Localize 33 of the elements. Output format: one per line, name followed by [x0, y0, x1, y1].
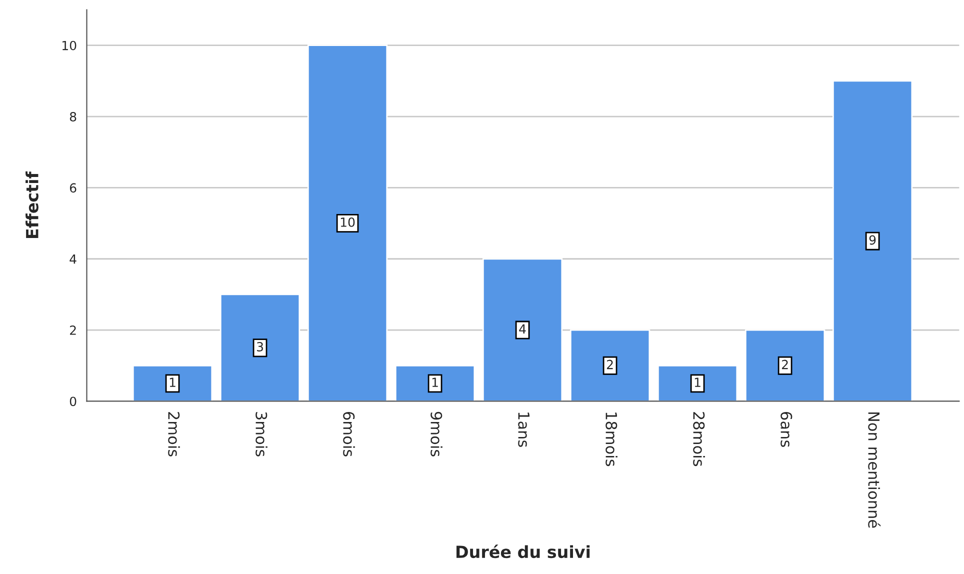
x-tick-label: 6ans [780, 412, 792, 447]
data-label: 10 [340, 217, 355, 227]
x-tick-label: Non mentionné [868, 412, 881, 528]
y-tick-label: 4 [70, 254, 76, 264]
bar [832, 80, 913, 402]
data-label: 1 [694, 378, 700, 387]
x-tick-label: 1ans [518, 412, 530, 447]
y-tick-label: 0 [70, 396, 76, 406]
bar [220, 294, 300, 402]
bar [132, 364, 213, 402]
y-tick-label: 10 [62, 40, 76, 50]
bar [744, 329, 826, 402]
y-tick-label: 8 [70, 112, 76, 122]
bar [307, 44, 388, 402]
x-tick-label: 3mois [256, 412, 268, 456]
data-label: 4 [519, 324, 526, 334]
x-tick-label: 28mois [693, 412, 705, 466]
data-label: 1 [170, 378, 176, 387]
x-tick-label: 2mois [168, 412, 180, 456]
y-axis-title: Effectif [26, 171, 38, 238]
data-label: 2 [782, 360, 788, 370]
data-label: 3 [256, 342, 263, 352]
y-tick-label: 2 [70, 326, 76, 335]
data-label: 1 [432, 378, 438, 387]
x-tick-label: 6mois [343, 412, 355, 456]
data-label: 9 [869, 235, 876, 245]
x-axis-title: Durée du suivi [456, 544, 590, 558]
data-label: 2 [606, 360, 613, 370]
x-tick-label: 18mois [606, 412, 618, 466]
bar [570, 329, 650, 402]
bar [482, 258, 563, 402]
x-tick-label: 9mois [430, 412, 442, 456]
y-tick-label: 6 [70, 183, 76, 193]
